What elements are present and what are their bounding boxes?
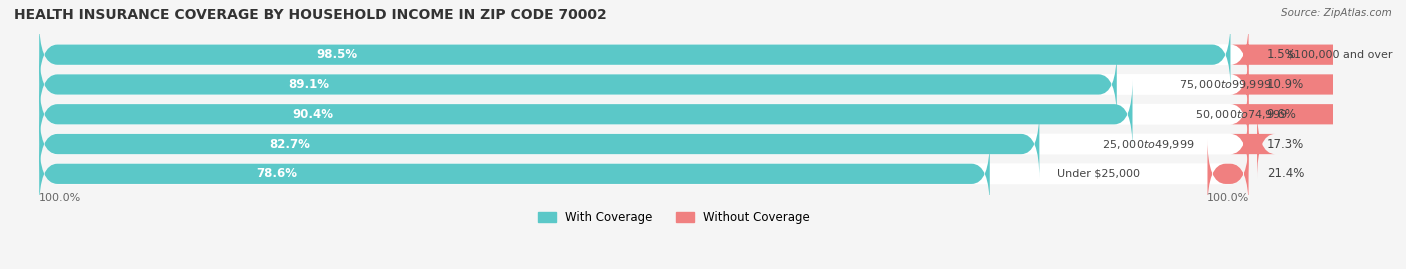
- Text: 98.5%: 98.5%: [316, 48, 357, 61]
- Legend: With Coverage, Without Coverage: With Coverage, Without Coverage: [533, 207, 815, 229]
- FancyBboxPatch shape: [39, 20, 1230, 89]
- FancyBboxPatch shape: [39, 20, 1249, 89]
- Text: 78.6%: 78.6%: [256, 167, 297, 180]
- FancyBboxPatch shape: [39, 80, 1249, 148]
- Text: 21.4%: 21.4%: [1267, 167, 1305, 180]
- Text: $50,000 to $74,999: $50,000 to $74,999: [1195, 108, 1288, 121]
- FancyBboxPatch shape: [39, 139, 990, 208]
- FancyBboxPatch shape: [1230, 80, 1368, 149]
- Text: 100.0%: 100.0%: [39, 193, 82, 203]
- Text: Source: ZipAtlas.com: Source: ZipAtlas.com: [1281, 8, 1392, 18]
- FancyBboxPatch shape: [1230, 50, 1353, 119]
- Text: $75,000 to $99,999: $75,000 to $99,999: [1180, 78, 1272, 91]
- FancyBboxPatch shape: [39, 50, 1249, 119]
- Text: $100,000 and over: $100,000 and over: [1286, 50, 1392, 60]
- FancyBboxPatch shape: [1230, 20, 1406, 89]
- Text: 82.7%: 82.7%: [269, 137, 309, 151]
- Text: HEALTH INSURANCE COVERAGE BY HOUSEHOLD INCOME IN ZIP CODE 70002: HEALTH INSURANCE COVERAGE BY HOUSEHOLD I…: [14, 8, 607, 22]
- FancyBboxPatch shape: [39, 110, 1249, 178]
- Text: 89.1%: 89.1%: [288, 78, 329, 91]
- Text: 17.3%: 17.3%: [1267, 137, 1303, 151]
- Text: 100.0%: 100.0%: [1206, 193, 1249, 203]
- Text: 9.6%: 9.6%: [1267, 108, 1296, 121]
- FancyBboxPatch shape: [39, 80, 1132, 149]
- Text: Under $25,000: Under $25,000: [1057, 169, 1140, 179]
- FancyBboxPatch shape: [39, 140, 1249, 208]
- FancyBboxPatch shape: [39, 109, 1039, 179]
- Text: 90.4%: 90.4%: [292, 108, 333, 121]
- FancyBboxPatch shape: [1230, 109, 1275, 179]
- Text: 10.9%: 10.9%: [1267, 78, 1303, 91]
- FancyBboxPatch shape: [1208, 139, 1249, 208]
- FancyBboxPatch shape: [39, 50, 1116, 119]
- Text: 1.5%: 1.5%: [1267, 48, 1296, 61]
- Text: $25,000 to $49,999: $25,000 to $49,999: [1102, 137, 1195, 151]
